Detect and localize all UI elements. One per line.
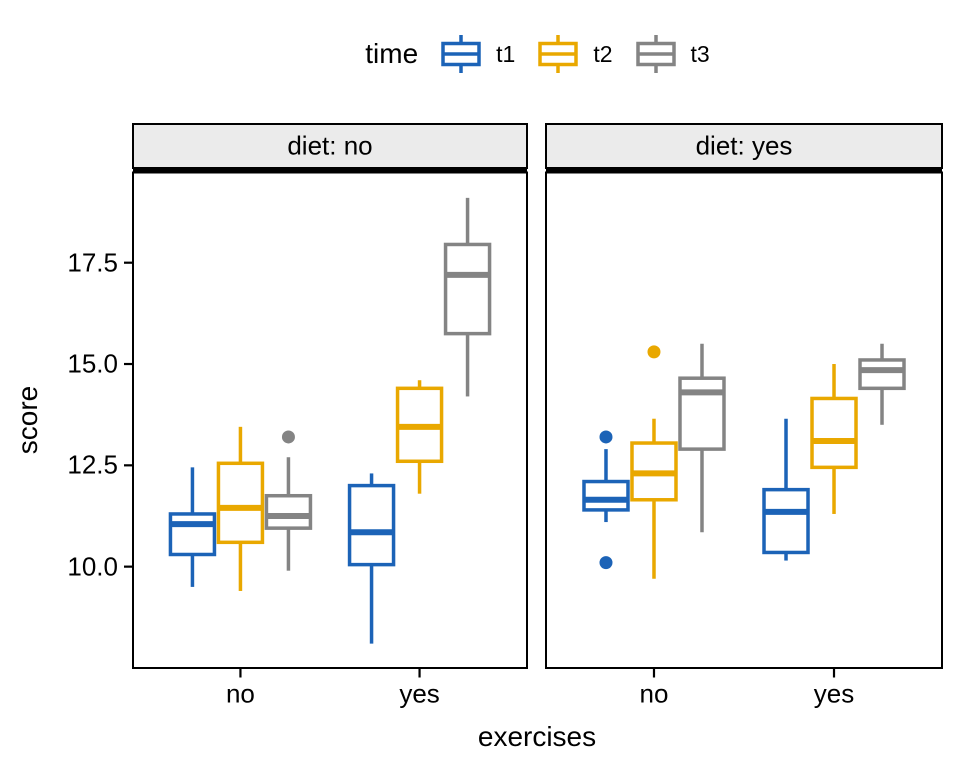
y-tick-label: 10.0	[67, 551, 118, 582]
boxplot-diet-yes-exercises-no-t2	[630, 345, 678, 579]
outlier-point	[599, 430, 613, 444]
legend-item-t2: t2	[536, 31, 613, 77]
iqr-box	[347, 483, 396, 567]
legend-title: time	[365, 38, 419, 69]
outlier-point	[281, 430, 295, 444]
facet-strip-diet-no: diet: no	[287, 130, 373, 161]
iqr-box	[678, 376, 726, 451]
boxplot-key-icon	[538, 35, 579, 73]
boxplot-key-icon	[441, 35, 481, 73]
x-tick-label: yes	[399, 678, 440, 709]
x-tick-label: yes	[813, 678, 855, 709]
boxplot-diet-no-exercises-no-t3	[264, 430, 313, 571]
iqr-box	[216, 461, 265, 545]
y-tick-label: 15.0	[67, 348, 118, 379]
legend-item-t3: t3	[634, 31, 710, 77]
x-tick-label: no	[225, 678, 255, 709]
strip-underline	[133, 168, 527, 173]
legend: time t1 t2 t3	[133, 30, 942, 78]
legend-item-label: t1	[496, 40, 516, 67]
boxplot-diet-yes-exercises-yes-t2	[810, 364, 858, 514]
facet-strip-box	[132, 123, 528, 169]
iqr-box	[264, 493, 313, 530]
iqr-box	[168, 512, 217, 557]
boxplot-diet-yes-exercises-yes-t3	[858, 343, 906, 425]
panel-border	[545, 171, 943, 669]
iqr-box	[443, 242, 492, 336]
iqr-box	[762, 487, 810, 555]
boxplot-diet-yes-exercises-no-t3	[678, 343, 726, 533]
boxplot-diet-no-exercises-yes-t2	[395, 380, 444, 494]
y-tick-label: 17.5	[67, 247, 118, 278]
legend-item-label: t2	[593, 40, 613, 67]
panel-border	[132, 171, 528, 669]
legend-item-label: t3	[690, 40, 710, 67]
iqr-box	[858, 358, 906, 391]
facet-strip-box	[545, 123, 943, 169]
x-axis-title: exercises	[477, 721, 597, 752]
strip-underline	[546, 168, 942, 173]
legend-item-t1: t1	[439, 31, 515, 77]
boxplot-diet-yes-exercises-no-t1	[582, 430, 630, 570]
iqr-box	[582, 479, 630, 512]
y-axis-title: score	[12, 385, 43, 455]
iqr-box	[810, 396, 858, 470]
boxplot-diet-no-exercises-yes-t3	[443, 197, 492, 397]
boxplot-key-icon	[635, 35, 676, 73]
boxplot-diet-no-exercises-no-t1	[168, 467, 217, 587]
boxplot-diet-no-exercises-yes-t1	[347, 473, 396, 644]
y-tick-label: 12.5	[67, 449, 118, 480]
outlier-point	[647, 345, 661, 359]
outlier-point	[599, 556, 613, 570]
facet-strip-diet-yes: diet: yes	[695, 130, 793, 161]
boxplot-diet-no-exercises-no-t2	[216, 426, 265, 591]
x-tick-label: no	[639, 678, 669, 709]
boxplot-diet-yes-exercises-yes-t1	[762, 418, 810, 561]
